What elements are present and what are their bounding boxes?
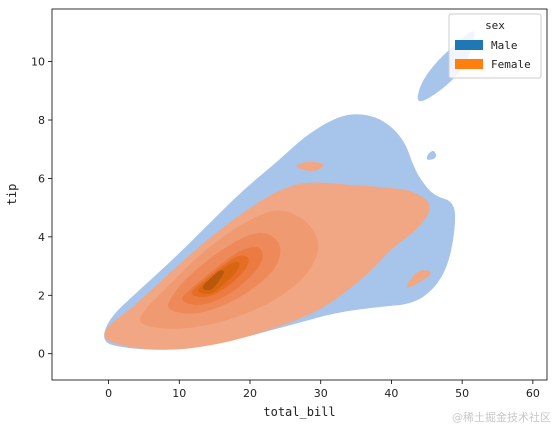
y-tick-label: 10 <box>31 56 45 69</box>
x-tick-label: 20 <box>243 387 257 400</box>
x-axis-ticks: 0 10 20 30 40 50 60 <box>105 380 540 400</box>
y-tick-label: 8 <box>38 114 45 127</box>
legend-title: sex <box>485 19 505 32</box>
x-axis-label: total_bill <box>263 405 335 419</box>
x-tick-label: 60 <box>526 387 540 400</box>
watermark: @稀土掘金技术社区 <box>452 411 551 424</box>
female-density-extra-0 <box>296 161 324 171</box>
male-density-region-2 <box>426 150 437 160</box>
x-tick-label: 40 <box>384 387 398 400</box>
axes-frame <box>51 8 548 381</box>
legend-label-male: Male <box>491 39 518 52</box>
legend-swatch-female <box>455 59 483 69</box>
y-tick-label: 0 <box>38 348 45 361</box>
x-tick-label: 0 <box>105 387 112 400</box>
x-tick-label: 10 <box>172 387 186 400</box>
female-density-level-6 <box>202 270 224 291</box>
y-tick-label: 6 <box>38 172 45 185</box>
y-axis-ticks: 0 2 4 6 8 10 <box>31 56 52 361</box>
female-density-extra-1 <box>407 270 431 288</box>
y-tick-label: 4 <box>38 231 45 244</box>
legend-label-female: Female <box>491 58 531 71</box>
legend: sex Male Female <box>448 13 542 79</box>
y-axis-label: tip <box>5 184 19 206</box>
x-tick-label: 30 <box>314 387 328 400</box>
y-tick-label: 2 <box>38 289 45 302</box>
x-tick-label: 50 <box>455 387 469 400</box>
legend-swatch-male <box>455 40 483 50</box>
plot-area <box>104 31 475 350</box>
